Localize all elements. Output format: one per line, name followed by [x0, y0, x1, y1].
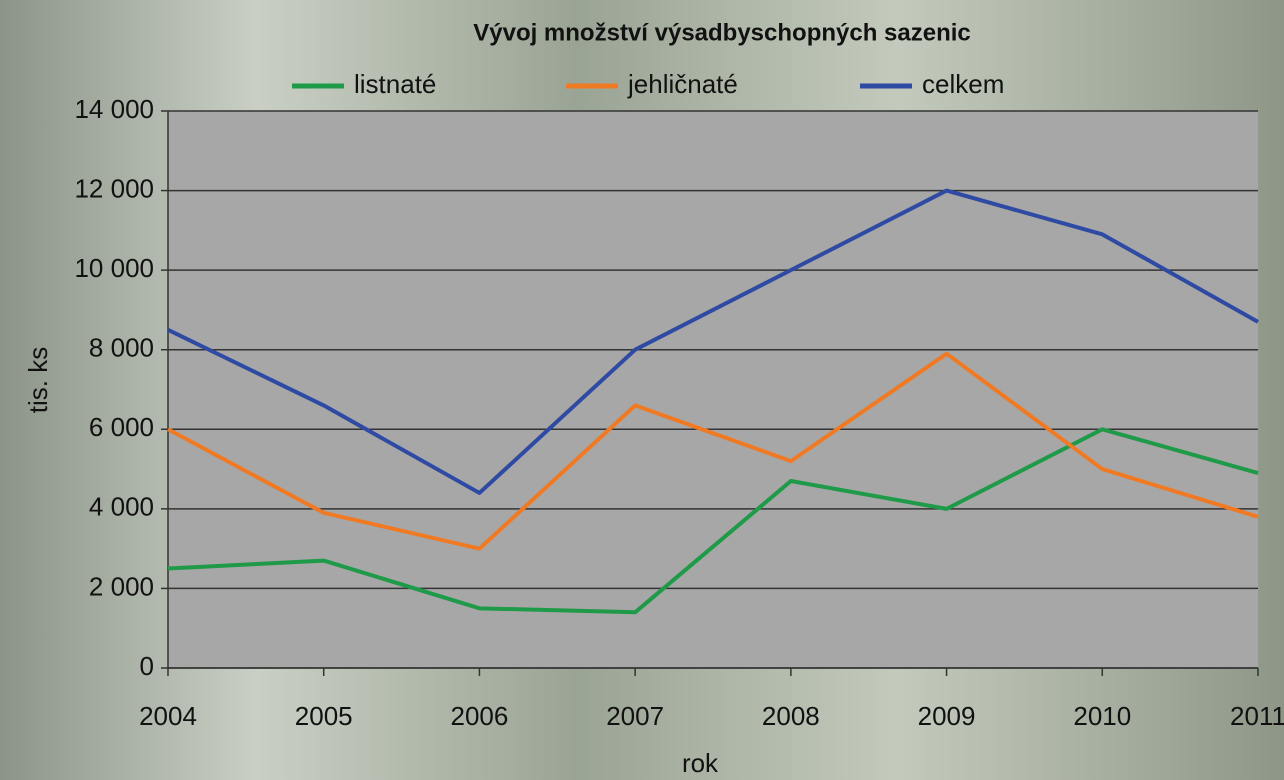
- x-tick-label: 2007: [606, 701, 664, 731]
- y-tick-label: 10 000: [74, 253, 154, 283]
- x-axis-label: rok: [682, 748, 719, 778]
- y-tick-label: 8 000: [89, 333, 154, 363]
- legend-label: celkem: [922, 69, 1004, 99]
- y-tick-label: 6 000: [89, 412, 154, 442]
- y-tick-label: 14 000: [74, 94, 154, 124]
- legend-label: jehličnaté: [627, 69, 738, 99]
- x-tick-label: 2004: [139, 701, 197, 731]
- x-tick-label: 2006: [451, 701, 509, 731]
- y-tick-label: 0: [140, 651, 154, 681]
- y-axis-label: tis. ks: [23, 347, 53, 413]
- x-tick-label: 2008: [762, 701, 820, 731]
- y-tick-label: 4 000: [89, 492, 154, 522]
- chart-title: Vývoj množství výsadbyschopných sazenic: [473, 19, 971, 46]
- x-tick-label: 2005: [295, 701, 353, 731]
- x-tick-label: 2011: [1230, 701, 1284, 731]
- plot-area: [168, 111, 1258, 668]
- legend-label: listnaté: [354, 69, 436, 99]
- y-tick-label: 2 000: [89, 571, 154, 601]
- chart: Vývoj množství výsadbyschopných sazenic …: [0, 0, 1284, 780]
- page: Vývoj množství výsadbyschopných sazenic …: [0, 0, 1284, 780]
- x-tick-label: 2009: [918, 701, 976, 731]
- y-tick-label: 12 000: [74, 173, 154, 203]
- x-tick-label: 2010: [1073, 701, 1131, 731]
